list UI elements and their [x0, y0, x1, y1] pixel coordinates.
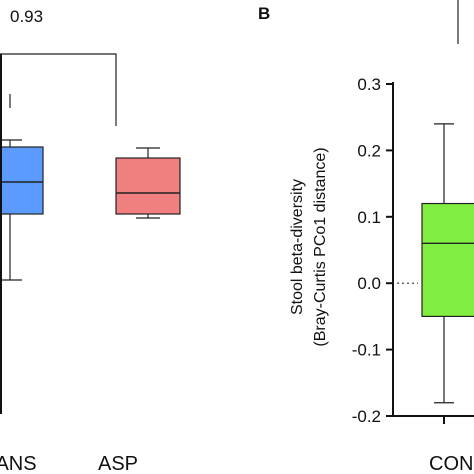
significance-bracket — [0, 53, 117, 126]
panel-a-boxes — [0, 139, 181, 281]
y-tick-label: 0.1 — [357, 208, 381, 227]
x-tick-label-control: CON — [429, 453, 473, 474]
y-axis-title-line2: (Bray-Curtis PCo1 distance) — [312, 147, 329, 346]
box-asp — [115, 147, 181, 219]
panel-b: B Stool beta-diversity (Bray-Curtis PCo1… — [258, 0, 474, 474]
box-ans — [0, 139, 44, 281]
y-tick-label: 0.2 — [357, 141, 381, 160]
box-control — [421, 123, 474, 404]
y-axis-title: Stool beta-diversity — [289, 179, 306, 315]
y-tick-label: -0.2 — [352, 407, 381, 426]
box-iqr — [115, 157, 181, 215]
panel-a: 0.93 ANS ASP — [0, 7, 181, 474]
x-tick-label-asp: ASP — [98, 453, 138, 474]
y-tick-label: 0.3 — [357, 75, 381, 94]
box-iqr — [421, 202, 474, 318]
panel-a-x-tick-labels: ANS ASP — [0, 453, 138, 474]
y-tick-label: 0.0 — [357, 274, 381, 293]
panel-b-y-axis: -0.2 -0.1 0.0 0.1 0.2 0.3 — [352, 75, 474, 426]
x-tick-label-ans: ANS — [0, 453, 37, 474]
y-tick-label: -0.1 — [352, 341, 381, 360]
significance-annotation: 0.93 — [10, 7, 43, 26]
box-iqr — [0, 146, 44, 215]
panel-label-b: B — [258, 4, 270, 23]
panel-b-x-tick-labels: CON — [429, 416, 473, 474]
panel-b-boxes — [421, 0, 474, 404]
